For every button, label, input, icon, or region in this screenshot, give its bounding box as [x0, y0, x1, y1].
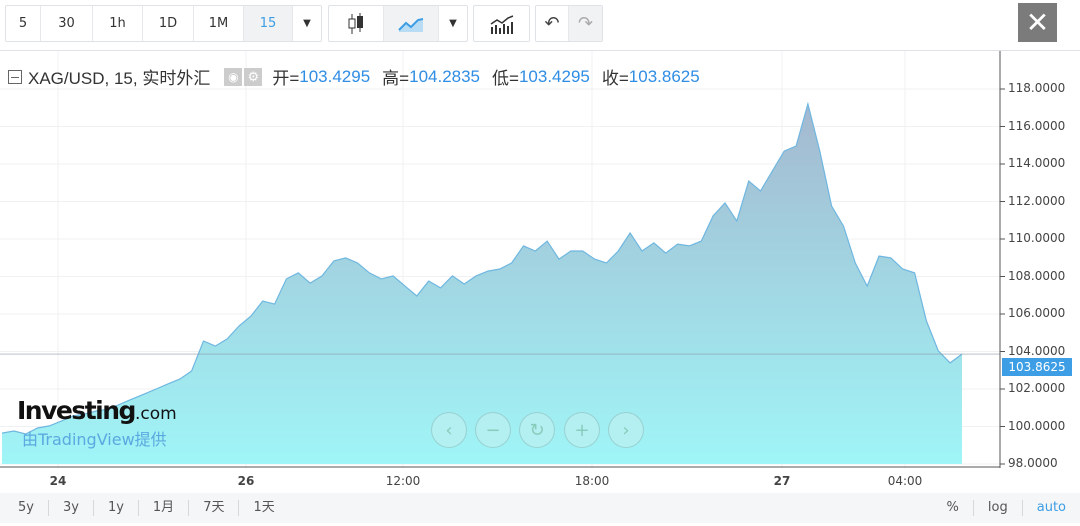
close-button[interactable]: ✕ [1018, 3, 1057, 42]
zoom-out-button[interactable]: − [475, 412, 511, 448]
caret-down-icon: ▼ [449, 18, 457, 29]
area-chart-icon [398, 17, 424, 32]
low-label: 低= [492, 69, 519, 88]
interval-1h-button[interactable]: 1h [93, 6, 143, 41]
x-tick: 24 [49, 474, 67, 488]
area-fill [2, 104, 962, 464]
y-tick: 102.0000 [1008, 381, 1066, 395]
y-tick: 104.0000 [1008, 343, 1066, 358]
collapse-icon[interactable] [8, 69, 22, 84]
percent-scale-button[interactable]: % [933, 500, 974, 516]
scroll-right-button[interactable]: › [608, 412, 644, 448]
low-value: 103.4295 [518, 66, 590, 86]
indicators-button[interactable] [474, 6, 529, 41]
zoom-in-button[interactable]: + [564, 412, 600, 448]
redo-icon: ↷ [577, 13, 594, 34]
y-tick: 110.0000 [1008, 231, 1066, 245]
interval-dropdown-button[interactable]: ▼ [293, 6, 321, 41]
range-5y-button[interactable]: 5y [0, 500, 49, 516]
chevron-left-icon: ‹ [445, 419, 453, 441]
range-1day-button[interactable]: 1天 [253, 500, 275, 515]
last-price-label: 103.8625 [1002, 358, 1072, 376]
indicators-toolbar [473, 5, 530, 42]
redo-button[interactable]: ↷ [569, 6, 602, 41]
range-7day-button[interactable]: 7天 [189, 500, 240, 516]
y-tick: 98.0000 [1008, 456, 1058, 470]
interval-1m-button[interactable]: 1M [194, 6, 244, 41]
open-value: 103.4295 [299, 66, 371, 86]
caret-down-icon: ▼ [303, 18, 311, 29]
reset-button[interactable]: ↻ [519, 412, 555, 448]
x-tick: 12:00 [385, 474, 421, 488]
y-tick: 106.0000 [1008, 306, 1066, 320]
investing-logo: Investing.com [17, 396, 177, 425]
interval-15-button[interactable]: 15 [244, 6, 293, 41]
range-bar: 5y 3y 1y 1月 7天 1天 % log auto [0, 493, 1080, 523]
x-tick: 04:00 [887, 474, 923, 488]
y-tick: 114.0000 [1008, 156, 1066, 170]
x-tick: 18:00 [574, 474, 610, 488]
high-value: 104.2835 [409, 66, 481, 86]
range-3y-button[interactable]: 3y [49, 500, 94, 516]
chevron-right-icon: › [622, 419, 630, 441]
history-toolbar: ↶ ↷ [535, 5, 603, 42]
y-tick: 116.0000 [1008, 118, 1066, 133]
interval-30-button[interactable]: 30 [41, 6, 93, 41]
chart-area[interactable] [0, 50, 1080, 468]
candlestick-icon [348, 12, 363, 34]
interval-1d-button[interactable]: 1D [143, 6, 194, 41]
close-icon: ✕ [1025, 6, 1050, 39]
indicators-icon [490, 14, 513, 34]
provider-label[interactable]: 由TradingView提供 [22, 430, 167, 449]
chart-type-dropdown-button[interactable]: ▼ [439, 6, 467, 41]
range-1month-button[interactable]: 1月 [139, 500, 190, 516]
auto-scale-button[interactable]: auto [1036, 500, 1066, 515]
interval-5-button[interactable]: 5 [6, 6, 41, 41]
open-label: 开= [272, 69, 300, 88]
y-tick: 118.0000 [1008, 81, 1066, 95]
y-tick: 112.0000 [1008, 193, 1066, 208]
symbol-title: XAG/USD, 15, 实时外汇 [28, 69, 211, 88]
x-tick: 27 [773, 474, 791, 488]
range-1y-button[interactable]: 1y [94, 500, 139, 516]
minus-icon: − [485, 419, 501, 441]
plus-icon: + [574, 419, 590, 441]
close-value: 103.8625 [628, 66, 700, 86]
candlestick-button[interactable] [329, 6, 384, 41]
log-scale-button[interactable]: log [974, 500, 1023, 516]
gear-icon[interactable]: ⚙ [244, 67, 263, 86]
x-tick: 26 [237, 474, 255, 488]
reset-icon: ↻ [529, 419, 545, 441]
y-tick: 100.0000 [1008, 418, 1066, 433]
eye-icon[interactable]: ◉ [224, 67, 243, 86]
price-chart [0, 51, 1005, 468]
undo-icon: ↶ [544, 13, 560, 34]
scroll-left-button[interactable]: ‹ [431, 412, 467, 448]
interval-toolbar: 5 30 1h 1D 1M 15 ▼ [5, 5, 322, 42]
high-label: 高= [382, 69, 410, 88]
price-line [1, 101, 963, 435]
chart-type-toolbar: ▼ [328, 5, 468, 42]
chart-legend: XAG/USD, 15, 实时外汇 ◉ ⚙ 开= 103.4295 高= 104.2… [8, 64, 712, 89]
y-tick: 108.0000 [1008, 268, 1066, 283]
undo-button[interactable]: ↶ [536, 6, 569, 41]
close-label: 收= [601, 69, 629, 88]
area-chart-button[interactable] [384, 6, 439, 41]
